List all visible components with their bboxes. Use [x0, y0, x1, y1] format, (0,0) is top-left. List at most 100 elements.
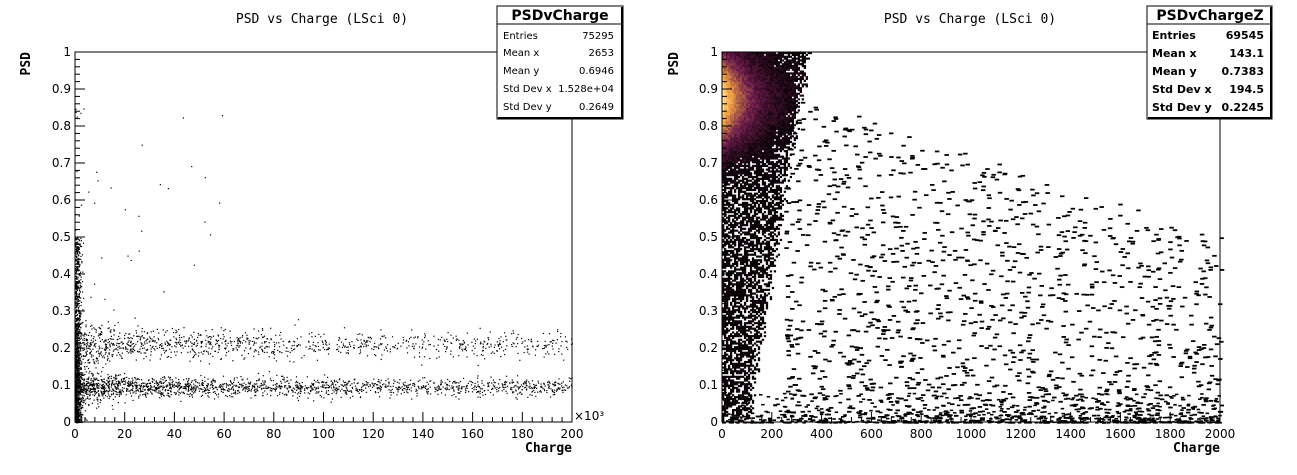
data-point [119, 342, 121, 345]
data-point [151, 389, 153, 391]
data-point [513, 343, 515, 345]
data-point [380, 379, 382, 381]
data-point [346, 389, 348, 391]
heatmap-cell [723, 168, 727, 171]
heatmap-cell [723, 79, 727, 82]
data-point [369, 336, 372, 338]
data-point [127, 382, 129, 384]
data-point [75, 250, 78, 252]
data-point [100, 328, 102, 330]
data-point [451, 385, 453, 387]
data-point [79, 297, 82, 299]
data-point [340, 396, 342, 398]
data-point [311, 382, 313, 384]
data-point [132, 399, 134, 402]
data-point [96, 171, 98, 173]
data-point [424, 386, 426, 388]
data-point [143, 385, 145, 387]
heatmap-cell [725, 103, 729, 106]
data-point [261, 348, 263, 351]
data-point [191, 165, 193, 168]
heatmap-cell [725, 316, 729, 319]
data-point [87, 362, 89, 364]
data-point [290, 379, 292, 381]
data-point [175, 337, 177, 339]
heatmap-cell [725, 340, 729, 343]
heatmap-cell [723, 137, 727, 140]
data-point [427, 391, 430, 393]
heatmap-cell [727, 216, 731, 219]
heatmap-cell [722, 307, 725, 310]
data-point [99, 334, 101, 336]
data-point [92, 338, 94, 340]
data-point [540, 391, 542, 393]
data-point [97, 398, 99, 401]
data-point [178, 328, 180, 331]
heatmap-cell [727, 129, 731, 132]
data-point [99, 332, 102, 335]
data-point [389, 351, 391, 353]
data-point [338, 350, 340, 352]
data-point [499, 348, 501, 350]
data-point [235, 393, 237, 395]
data-point [446, 338, 448, 340]
heatmap-cell [727, 259, 731, 262]
data-point [361, 390, 363, 393]
data-point [473, 389, 475, 391]
data-point [173, 383, 175, 385]
heatmap-cell [725, 90, 729, 93]
data-point [159, 386, 161, 388]
heatmap-cell [727, 292, 731, 295]
data-point [362, 389, 365, 391]
data-point [333, 387, 335, 389]
data-point [311, 383, 314, 386]
data-point [94, 202, 96, 204]
heatmap-cell [725, 338, 729, 341]
data-point [492, 394, 494, 396]
data-point [219, 384, 221, 386]
data-point [78, 382, 81, 384]
data-point [179, 343, 181, 345]
data-point [77, 352, 79, 354]
data-point [361, 386, 363, 388]
data-point [525, 386, 527, 388]
data-point [82, 309, 84, 311]
data-point [76, 381, 78, 384]
data-point [408, 388, 411, 391]
data-point [229, 340, 231, 342]
data-point [298, 382, 301, 385]
data-point [385, 347, 387, 350]
data-point [529, 383, 531, 385]
data-point [92, 358, 94, 361]
data-point [269, 395, 272, 397]
data-point [441, 381, 443, 383]
heatmap-cell [727, 211, 731, 214]
data-point [144, 392, 147, 394]
data-point [132, 351, 134, 353]
data-point [75, 335, 77, 337]
data-point [192, 343, 194, 345]
data-point [76, 346, 78, 349]
data-point [477, 396, 479, 398]
data-point [81, 398, 83, 400]
data-point [118, 395, 120, 397]
data-point [322, 381, 324, 384]
data-point [90, 350, 93, 352]
data-point [421, 339, 423, 341]
data-point [235, 385, 237, 387]
heatmap-cell [725, 77, 729, 81]
data-point [314, 335, 316, 337]
heatmap-cell [725, 74, 729, 77]
data-point [157, 337, 159, 340]
heatmap-cell [727, 153, 731, 156]
data-point [344, 345, 346, 347]
data-point [75, 385, 78, 387]
data-point [201, 381, 204, 384]
data-point [76, 318, 78, 320]
data-point [75, 381, 77, 383]
data-point [78, 312, 80, 314]
data-point [275, 387, 277, 389]
data-point [79, 353, 81, 355]
data-point [81, 363, 83, 365]
data-point [81, 401, 83, 403]
